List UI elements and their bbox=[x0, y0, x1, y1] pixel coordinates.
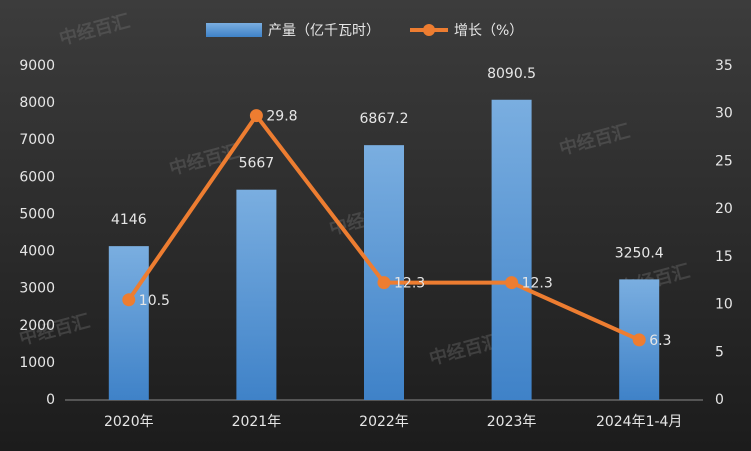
bar bbox=[364, 145, 404, 400]
bar-label: 6867.2 bbox=[360, 111, 409, 127]
line-label: 6.3 bbox=[649, 333, 671, 349]
y-tick-label: 5000 bbox=[19, 206, 55, 222]
x-tick-label: 2023年 bbox=[487, 414, 537, 430]
line-marker bbox=[505, 276, 519, 290]
bar-label: 5667 bbox=[239, 156, 275, 172]
bar bbox=[491, 99, 532, 400]
y2-tick-label: 15 bbox=[715, 249, 733, 265]
x-tick-label: 2022年 bbox=[359, 414, 409, 430]
y2-tick-label: 10 bbox=[715, 297, 733, 313]
y-tick-label: 1000 bbox=[19, 355, 55, 371]
x-tick-label: 2021年 bbox=[232, 414, 282, 430]
y2-tick-label: 20 bbox=[715, 201, 733, 217]
x-tick-label: 2024年1-4月 bbox=[596, 414, 683, 430]
line-marker bbox=[632, 333, 646, 347]
bar bbox=[236, 189, 277, 400]
y-tick-label: 9000 bbox=[19, 58, 55, 74]
y2-tick-label: 35 bbox=[715, 58, 733, 74]
line-label: 29.8 bbox=[266, 109, 297, 125]
y2-tick-label: 5 bbox=[715, 344, 724, 360]
bar-label: 3250.4 bbox=[615, 245, 664, 261]
y-tick-label: 4000 bbox=[19, 244, 55, 260]
line-marker bbox=[377, 276, 391, 290]
bar bbox=[108, 246, 149, 400]
y-tick-label: 6000 bbox=[19, 169, 55, 185]
y-tick-label: 3000 bbox=[19, 281, 55, 297]
bar-label: 8090.5 bbox=[487, 66, 536, 82]
line-label: 12.3 bbox=[394, 276, 425, 292]
legend-swatch bbox=[423, 24, 435, 36]
y2-tick-label: 0 bbox=[715, 392, 724, 408]
legend-label: 增长（%） bbox=[454, 23, 523, 39]
bar-label: 4146 bbox=[111, 212, 147, 228]
y-tick-label: 2000 bbox=[19, 318, 55, 334]
x-tick-label: 2020年 bbox=[104, 414, 154, 430]
y-tick-label: 8000 bbox=[19, 95, 55, 111]
line-label: 12.3 bbox=[522, 276, 553, 292]
line-marker bbox=[122, 293, 136, 307]
y2-tick-label: 25 bbox=[715, 153, 733, 169]
y-tick-label: 7000 bbox=[19, 132, 55, 148]
y2-tick-label: 30 bbox=[715, 106, 733, 122]
legend-swatch bbox=[206, 23, 262, 37]
y-tick-label: 0 bbox=[46, 392, 55, 408]
legend-label: 产量（亿千瓦时） bbox=[268, 23, 380, 39]
line-label: 10.5 bbox=[139, 293, 170, 309]
line-marker bbox=[249, 109, 263, 123]
